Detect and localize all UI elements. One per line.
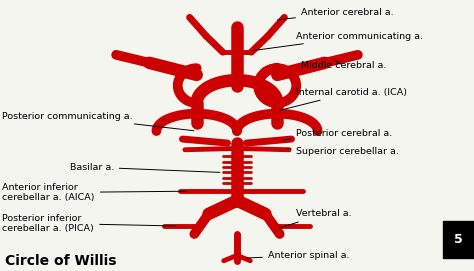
Text: Posterior communicating a.: Posterior communicating a. <box>2 112 194 131</box>
Text: Circle of Willis: Circle of Willis <box>5 254 116 268</box>
Text: Anterior spinal a.: Anterior spinal a. <box>247 251 349 260</box>
Text: Anterior communicating a.: Anterior communicating a. <box>254 32 423 50</box>
Text: 5: 5 <box>454 233 463 246</box>
Text: Basilar a.: Basilar a. <box>70 163 220 172</box>
Text: Vertebral a.: Vertebral a. <box>280 209 352 228</box>
Text: Posterior inferior
cerebellar a. (PICA): Posterior inferior cerebellar a. (PICA) <box>2 214 175 233</box>
Text: Internal carotid a. (ICA): Internal carotid a. (ICA) <box>280 88 407 110</box>
Text: Middle cerebral a.: Middle cerebral a. <box>301 60 386 70</box>
FancyBboxPatch shape <box>443 221 474 258</box>
Text: Anterior cerebral a.: Anterior cerebral a. <box>278 8 393 20</box>
Text: Posterior cerebral a.: Posterior cerebral a. <box>283 129 392 140</box>
Text: Superior cerebellar a.: Superior cerebellar a. <box>287 147 399 156</box>
Text: Anterior inferior
cerebellar a. (AICA): Anterior inferior cerebellar a. (AICA) <box>2 183 187 202</box>
